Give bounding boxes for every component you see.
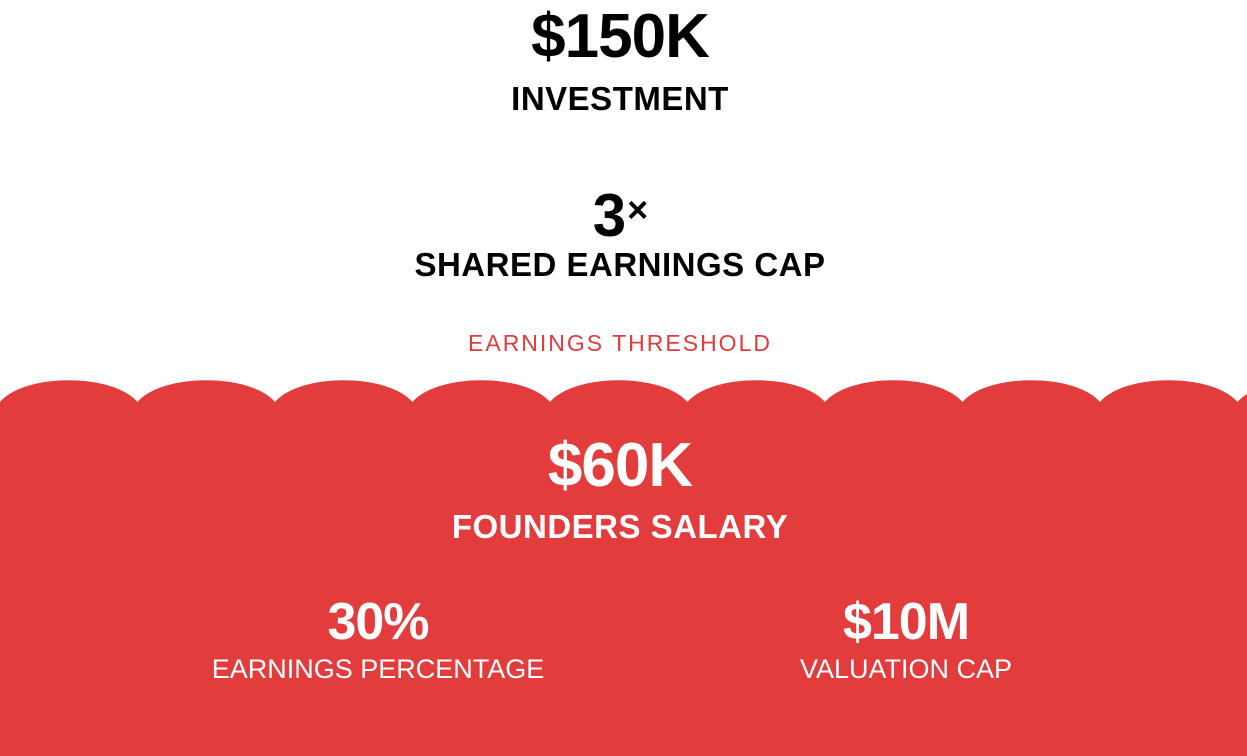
valuation-cap-stat: $10M VALUATION CAP	[706, 596, 1106, 683]
valuation-cap-value: $10M	[842, 593, 970, 651]
investment-label: INVESTMENT	[511, 80, 729, 117]
earnings-percentage-value: 30%	[327, 593, 429, 651]
investment-value: $150K	[531, 2, 710, 71]
valuation-cap-label: VALUATION CAP	[799, 654, 1013, 684]
earnings-cap-value: 3×	[0, 186, 1240, 246]
earnings-percentage-label: EARNINGS PERCENTAGE	[211, 654, 545, 684]
earnings-threshold-label: EARNINGS THRESHOLD	[468, 330, 772, 356]
earnings-cap-label: SHARED EARNINGS CAP	[414, 246, 826, 283]
earnings-cap-number: 3	[592, 182, 626, 249]
wave-shape	[0, 380, 1247, 756]
multiplier-icon: ×	[627, 189, 648, 230]
founders-salary-value: $60K	[547, 431, 693, 500]
founders-salary-label: FOUNDERS SALARY	[451, 508, 789, 545]
earnings-percentage-stat: 30% EARNINGS PERCENTAGE	[178, 596, 578, 683]
